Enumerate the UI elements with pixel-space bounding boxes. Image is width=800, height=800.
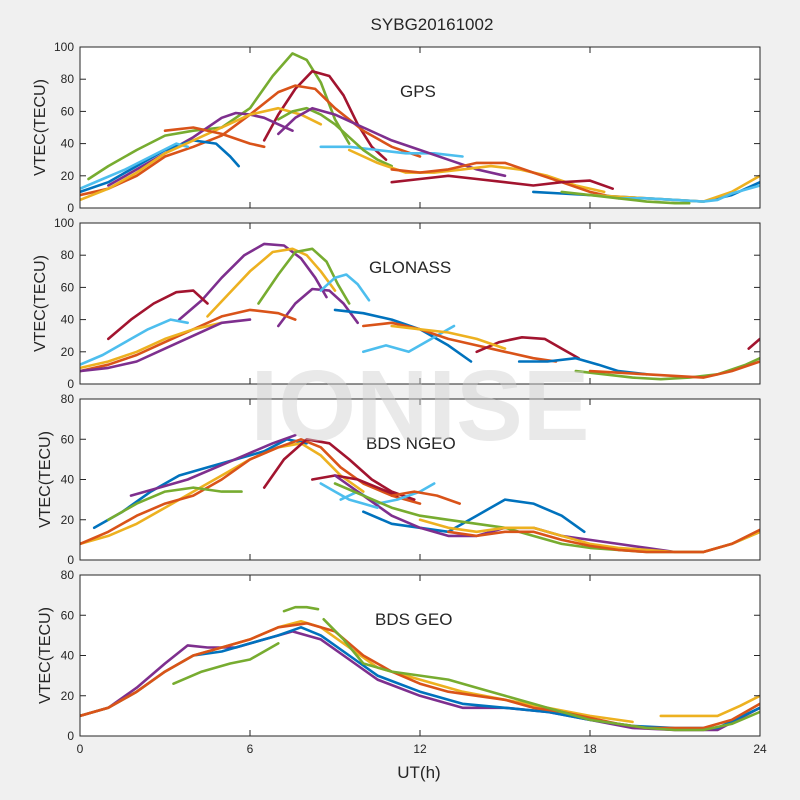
y-tick-label: 20 <box>61 169 75 183</box>
x-tick-label: 12 <box>413 742 427 756</box>
series-line-6 <box>322 618 760 732</box>
series-line-12 <box>390 174 614 190</box>
series-line-10 <box>347 148 606 194</box>
series-line-0 <box>87 52 351 181</box>
series-line-1 <box>206 247 337 318</box>
series-line-17 <box>80 321 223 370</box>
series-line-1 <box>262 69 388 161</box>
y-tick-label: 40 <box>61 137 75 151</box>
figure-title: SYBG20161002 <box>371 15 494 34</box>
x-tick-label: 18 <box>583 742 597 756</box>
series-group <box>80 52 760 205</box>
panel-3: 0 20 40 60 80 0 6 12 18 24 VTEC(TECU) BDS GEO <box>37 568 767 756</box>
series-line-16 <box>560 190 691 205</box>
series-line-6 <box>311 474 399 497</box>
series-line-11 <box>390 161 620 200</box>
series-line-18 <box>80 318 252 373</box>
series-line-5 <box>80 142 189 190</box>
series-line-1 <box>129 433 297 497</box>
y-tick-label: 20 <box>61 345 75 359</box>
y-tick-label: 0 <box>67 201 74 215</box>
y-tick-label: 100 <box>54 216 74 230</box>
y-tick-label: 0 <box>67 729 74 743</box>
y-tick-label: 0 <box>67 553 74 567</box>
series-line-4 <box>172 642 280 685</box>
series-line-15 <box>617 184 760 203</box>
plot-area <box>80 575 760 736</box>
panel-label: GLONASS <box>369 258 451 277</box>
plot-area <box>80 223 760 384</box>
series-group <box>80 605 760 732</box>
x-tick-label: 0 <box>77 742 84 756</box>
series-line-11 <box>517 356 648 376</box>
x-tick-label: 6 <box>247 742 254 756</box>
series-line-14 <box>319 482 379 509</box>
y-tick-label: 80 <box>61 248 75 262</box>
y-axis-label: VTEC(TECU) <box>32 79 49 176</box>
series-line-8 <box>390 490 461 505</box>
series-line-2 <box>80 442 365 546</box>
series-line-0 <box>177 242 328 321</box>
panel-label: BDS NGEO <box>366 434 456 453</box>
series-line-15 <box>747 337 760 350</box>
watermark-text: IONISE <box>251 350 590 462</box>
series-line-5 <box>319 273 371 302</box>
y-axis-label: VTEC(TECU) <box>37 607 54 704</box>
series-line-9 <box>277 106 507 178</box>
y-tick-label: 0 <box>67 377 74 391</box>
y-axis-label: VTEC(TECU) <box>37 431 54 528</box>
series-line-3 <box>107 289 209 341</box>
x-tick-label: 24 <box>753 742 767 756</box>
y-tick-label: 100 <box>54 40 74 54</box>
y-tick-label: 60 <box>61 280 75 294</box>
y-tick-label: 60 <box>61 608 75 622</box>
y-tick-label: 40 <box>61 473 75 487</box>
series-line-0 <box>80 630 760 732</box>
panel-label: BDS GEO <box>375 610 452 629</box>
series-line-10 <box>475 336 580 360</box>
series-line-5 <box>282 605 320 613</box>
series-line-8 <box>277 106 393 168</box>
series-line-14 <box>588 360 760 379</box>
series-line-4 <box>107 486 243 522</box>
series-line-3 <box>107 111 294 187</box>
y-tick-label: 80 <box>61 568 75 582</box>
y-tick-label: 60 <box>61 432 75 446</box>
series-line-9 <box>362 498 586 534</box>
series-line-2 <box>80 84 422 197</box>
panel-0: 0 20 40 60 80 100 VTEC(TECU) GPS <box>32 40 761 215</box>
panel-2: 0 20 40 60 80 VTEC(TECU) BDS NGEO <box>37 392 761 567</box>
series-line-13 <box>574 356 760 381</box>
series-line-17 <box>163 126 266 149</box>
series-line-16 <box>80 318 189 366</box>
series-line-2 <box>257 247 351 305</box>
y-tick-label: 80 <box>61 392 75 406</box>
y-tick-label: 40 <box>61 649 75 663</box>
y-tick-label: 60 <box>61 104 75 118</box>
y-tick-label: 40 <box>61 313 75 327</box>
series-group <box>80 433 760 554</box>
series-line-7 <box>319 145 464 158</box>
series-line-6 <box>80 106 323 202</box>
series-group <box>80 242 760 381</box>
plot-area <box>80 399 760 560</box>
y-tick-label: 80 <box>61 72 75 86</box>
x-axis-label: UT(h) <box>397 763 440 782</box>
y-axis-label: VTEC(TECU) <box>32 255 49 352</box>
series-line-13 <box>447 528 760 554</box>
panel-1: 0 20 40 60 80 100 VTEC(TECU) GLONASS <box>32 216 761 391</box>
series-line-7 <box>659 694 760 718</box>
y-tick-label: 20 <box>61 513 75 527</box>
series-line-12 <box>390 324 507 350</box>
panel-label: GPS <box>400 82 436 101</box>
series-line-5 <box>262 438 416 501</box>
series-line-9 <box>362 321 558 363</box>
y-tick-label: 20 <box>61 689 75 703</box>
series-line-7 <box>333 308 473 363</box>
